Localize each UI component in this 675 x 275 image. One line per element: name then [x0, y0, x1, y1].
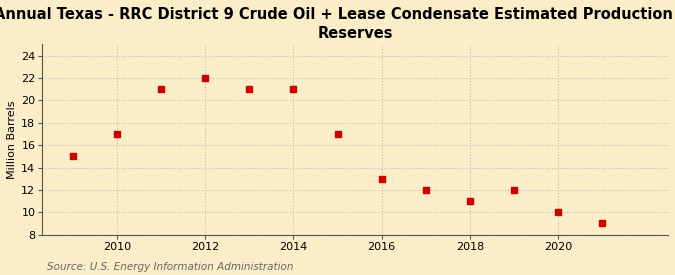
Title: Annual Texas - RRC District 9 Crude Oil + Lease Condensate Estimated Production : Annual Texas - RRC District 9 Crude Oil …: [0, 7, 675, 40]
Point: [464, 199, 475, 203]
Text: Source: U.S. Energy Information Administration: Source: U.S. Energy Information Administ…: [47, 262, 294, 272]
Point: [156, 87, 167, 91]
Point: [421, 188, 431, 192]
Point: [200, 76, 211, 80]
Point: [597, 221, 608, 226]
Point: [553, 210, 564, 214]
Point: [288, 87, 299, 91]
Point: [68, 154, 78, 158]
Point: [508, 188, 519, 192]
Point: [332, 132, 343, 136]
Point: [244, 87, 255, 91]
Point: [376, 177, 387, 181]
Y-axis label: Million Barrels: Million Barrels: [7, 100, 17, 179]
Point: [112, 132, 123, 136]
